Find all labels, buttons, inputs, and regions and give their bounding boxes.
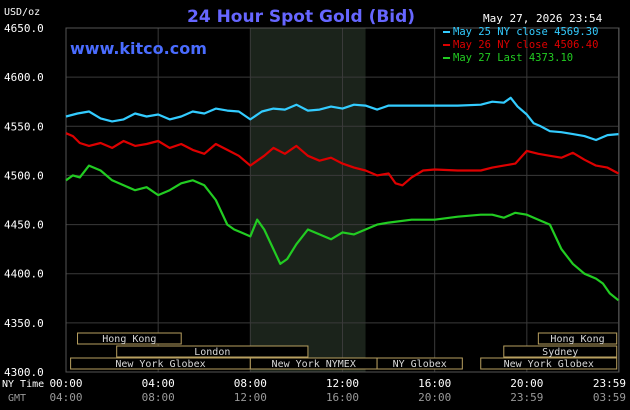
session-label: New York NYMEX — [272, 359, 356, 370]
series-line-3 — [65, 164, 620, 302]
session-bar — [537, 332, 618, 345]
x-tick-label-gmt: 16:00 — [326, 391, 359, 404]
session-label: NY Globex — [393, 359, 447, 370]
y-axis-label: USD/oz — [4, 7, 40, 18]
legend-entry: May 26 NY close 4506.40 — [453, 39, 598, 51]
legend-entry: May 25 NY close 4569.30 — [453, 26, 598, 38]
session-bar — [480, 357, 618, 370]
session-bar — [376, 357, 463, 370]
x-axis: NY TimeGMT00:0004:0004:0008:0008:0012:00… — [2, 377, 626, 404]
x-tick-label-gmt: 12:00 — [234, 391, 267, 404]
session-label: Hong Kong — [550, 334, 604, 345]
y-tick-label: 4450.0 — [4, 219, 44, 232]
session-label: Sydney — [542, 347, 578, 358]
x-tick-label-gmt: 23:59 — [510, 391, 543, 404]
y-tick-label: 4300.0 — [4, 366, 44, 379]
x-tick-label-ny: 08:00 — [234, 377, 267, 390]
session-bar — [116, 345, 309, 358]
x-row-ny-label: NY Time — [2, 379, 44, 390]
session-label: London — [194, 347, 230, 358]
x-tick-label-ny: 00:00 — [49, 377, 82, 390]
plot-frame — [65, 27, 620, 373]
x-tick-label-gmt: 03:59 — [593, 391, 626, 404]
y-tick-label: 4600.0 — [4, 71, 44, 84]
x-tick-label-ny: 16:00 — [418, 377, 451, 390]
plot-area: 4650.0 4600.0 4550.0 4500.0 4450.0 4400.0 4350… — [4, 22, 620, 379]
nymex-highlight-band — [250, 28, 366, 372]
x-row-gmt-label: GMT — [8, 393, 26, 404]
x-tick-label-ny: 20:00 — [510, 377, 543, 390]
y-tick-label: 4400.0 — [4, 268, 44, 281]
chart-timestamp: May 27, 2026 23:54 — [483, 12, 603, 25]
series-line-1 — [65, 96, 619, 142]
session-label: New York Globex — [115, 359, 205, 370]
legend-entry: May 27 Last 4373.10 — [453, 52, 573, 64]
x-tick-label-ny: 12:00 — [326, 377, 359, 390]
x-tick-label-ny: 23:59 — [593, 377, 626, 390]
session-label: Hong Kong — [102, 334, 156, 345]
x-tick-label-gmt: 20:00 — [418, 391, 451, 404]
x-tick-label-gmt: 08:00 — [142, 391, 175, 404]
session-bar — [77, 332, 182, 345]
chart-title: 24 Hour Spot Gold (Bid) — [187, 7, 415, 27]
session-label: New York Globex — [504, 359, 594, 370]
y-tick-label: 4350.0 — [4, 317, 44, 330]
x-tick-label-ny: 04:00 — [142, 377, 175, 390]
session-bar — [503, 345, 618, 358]
series-line-2 — [65, 132, 620, 187]
y-tick-label: 4550.0 — [4, 120, 44, 133]
x-tick-label-gmt: 04:00 — [49, 391, 82, 404]
y-tick-label: 4650.0 — [4, 22, 44, 35]
y-tick-label: 4500.0 — [4, 169, 44, 182]
watermark-text: www.kitco.com — [70, 39, 207, 58]
